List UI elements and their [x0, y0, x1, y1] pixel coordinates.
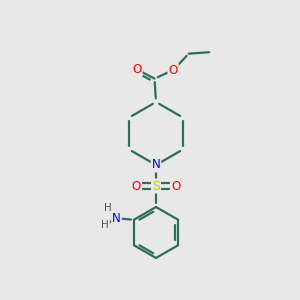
Text: O: O	[169, 64, 178, 77]
Text: S: S	[152, 179, 160, 193]
Text: O: O	[171, 179, 180, 193]
Text: H: H	[103, 203, 111, 213]
Text: N: N	[152, 158, 160, 172]
Text: H: H	[101, 220, 109, 230]
Text: N: N	[112, 212, 121, 225]
Text: O: O	[132, 179, 141, 193]
Text: O: O	[133, 63, 142, 76]
